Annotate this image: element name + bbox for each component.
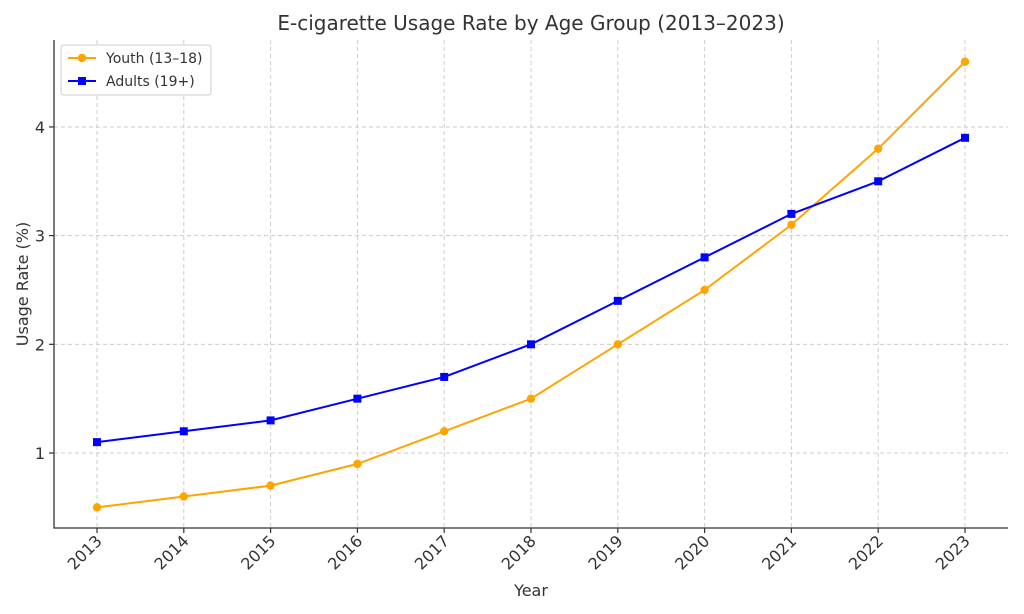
x-tick-label: 2020 xyxy=(671,531,713,573)
data-point xyxy=(874,177,883,186)
data-point xyxy=(613,296,622,305)
legend-label: Youth (13–18) xyxy=(105,51,203,67)
data-point xyxy=(526,394,536,403)
data-point xyxy=(353,459,362,469)
data-point xyxy=(527,340,535,349)
data-point xyxy=(440,427,449,436)
legend: Youth (13–18) Adults (19+) xyxy=(60,44,212,96)
data-point xyxy=(787,220,796,229)
grid xyxy=(54,40,1008,528)
data-point xyxy=(874,144,883,153)
x-tick-label: 2017 xyxy=(411,531,453,573)
data-point xyxy=(961,133,969,142)
legend-marker xyxy=(78,77,86,85)
data-point xyxy=(960,57,970,66)
legend-marker xyxy=(77,53,87,63)
data-point xyxy=(787,209,796,218)
legend-label: Adults (19+) xyxy=(106,74,195,90)
y-tick-label: 4 xyxy=(35,118,45,137)
x-tick-label: 2023 xyxy=(932,531,974,573)
x-tick-label: 2019 xyxy=(584,531,626,573)
data-point xyxy=(179,427,188,436)
data-point xyxy=(700,253,709,262)
data-point xyxy=(266,481,275,490)
series-0 xyxy=(92,57,970,512)
data-point xyxy=(613,340,622,349)
data-point xyxy=(700,285,709,295)
x-tick-label: 2013 xyxy=(64,531,106,573)
x-tick-label: 2021 xyxy=(758,531,800,573)
x-tick-label: 2022 xyxy=(845,531,887,573)
axis-spines xyxy=(53,40,1008,529)
data-point xyxy=(353,394,362,403)
y-tick-label: 2 xyxy=(35,335,45,354)
data-point xyxy=(93,438,101,447)
data-point xyxy=(92,503,102,512)
x-tick-label: 2018 xyxy=(498,531,540,573)
y-tick-label: 3 xyxy=(35,227,45,246)
data-point xyxy=(266,416,275,425)
x-tick-label: 2014 xyxy=(150,531,192,573)
series-layer xyxy=(92,57,970,512)
series-1 xyxy=(93,133,969,447)
data-point xyxy=(179,492,188,501)
y-axis-label: Usage Rate (%) xyxy=(13,222,32,346)
x-axis-label: Year xyxy=(513,581,548,600)
data-point xyxy=(440,372,449,381)
chart-title: E-cigarette Usage Rate by Age Group (201… xyxy=(277,11,784,35)
legend-box xyxy=(60,44,212,96)
x-tick-label: 2016 xyxy=(324,531,366,573)
x-tick-label: 2015 xyxy=(237,531,279,573)
y-tick-label: 1 xyxy=(35,444,45,463)
